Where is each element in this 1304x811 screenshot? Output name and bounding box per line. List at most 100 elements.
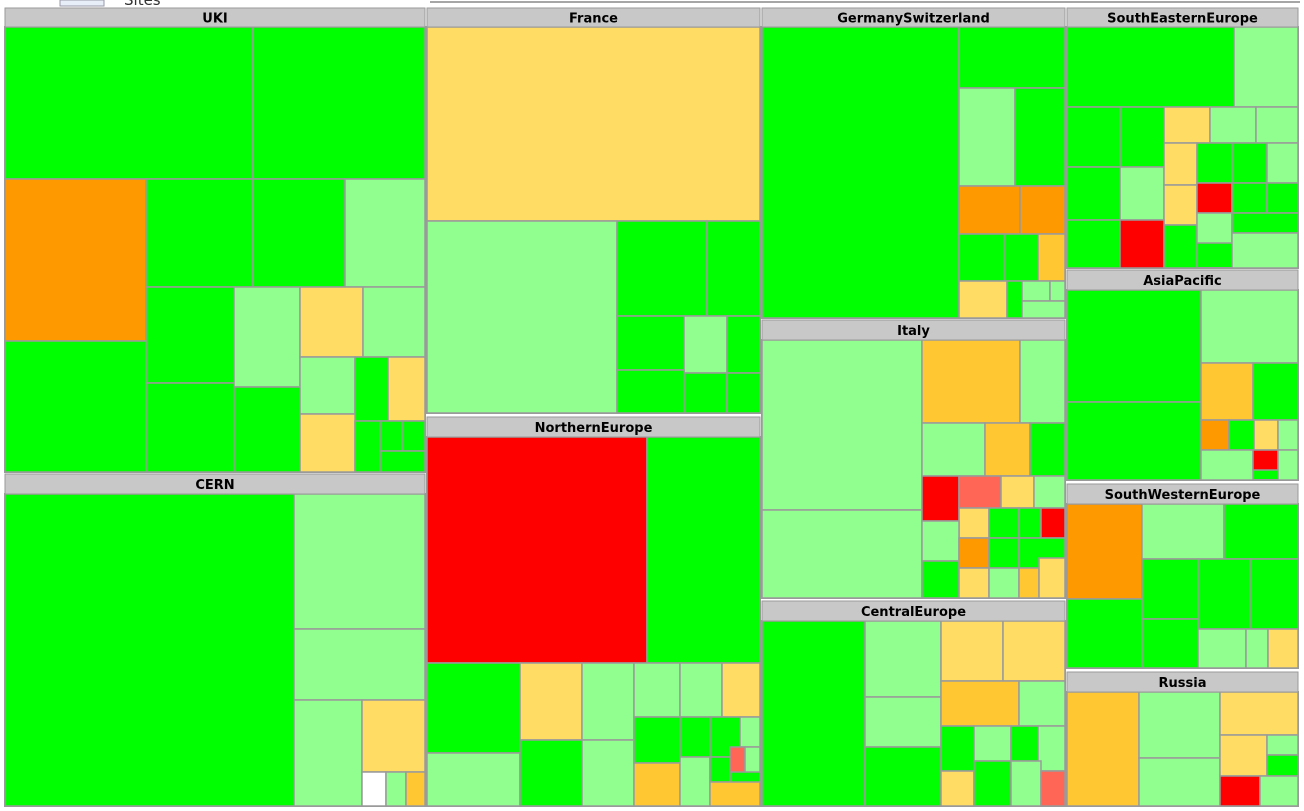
- cell: [739, 716, 761, 748]
- region-header: [4, 7, 426, 28]
- cell: [1253, 419, 1279, 451]
- cell: [683, 372, 728, 414]
- cell: [1002, 620, 1066, 682]
- cell: [1231, 182, 1268, 214]
- region-header: [4, 473, 426, 495]
- cell: [581, 662, 635, 741]
- cell: [958, 233, 1005, 282]
- cell: [361, 699, 426, 773]
- cell: [679, 662, 723, 718]
- region-label: NorthernEurope: [535, 421, 653, 436]
- cell: [958, 185, 1021, 235]
- region-label: CentralEurope: [861, 605, 966, 620]
- cell: [426, 662, 521, 754]
- cell: [761, 620, 866, 807]
- cell: [1040, 770, 1066, 807]
- cell: [1197, 628, 1247, 669]
- cell: [1119, 106, 1165, 168]
- cell: [1255, 106, 1299, 144]
- cell: [958, 280, 1008, 319]
- cell: [1245, 628, 1269, 669]
- region-header: [761, 319, 1066, 341]
- cell: [921, 560, 960, 599]
- cell: [1277, 449, 1299, 481]
- region-label: SouthWesternEurope: [1105, 488, 1261, 503]
- cell: [1141, 618, 1199, 669]
- cell: [252, 26, 426, 180]
- cell: [921, 339, 1021, 424]
- cell: [4, 26, 254, 180]
- cell: [706, 220, 761, 317]
- cell: [581, 739, 635, 807]
- cell: [293, 493, 426, 630]
- cell: [299, 413, 356, 473]
- cell: [1066, 503, 1143, 600]
- cell: [1066, 401, 1202, 481]
- cell: [1018, 567, 1040, 599]
- cell: [1219, 775, 1261, 807]
- cell: [1163, 142, 1198, 186]
- cell: [1209, 106, 1257, 144]
- cell: [1141, 558, 1199, 620]
- cell: [1219, 734, 1268, 777]
- cell: [940, 770, 975, 807]
- cell: [1014, 87, 1066, 187]
- cell: [1231, 212, 1299, 234]
- region-label: SouthEasternEurope: [1107, 12, 1258, 27]
- cell: [633, 716, 681, 764]
- cell: [385, 771, 407, 807]
- cell: [1196, 182, 1233, 214]
- cell: [1163, 106, 1211, 144]
- cell: [721, 662, 761, 718]
- cell: [233, 286, 301, 388]
- cell: [1010, 725, 1039, 762]
- cell: [988, 537, 1020, 569]
- cell: [958, 475, 1002, 509]
- cell: [1228, 419, 1255, 451]
- cell: [1010, 760, 1042, 807]
- cell: [426, 752, 521, 807]
- cell: [616, 315, 685, 371]
- cell: [940, 725, 975, 772]
- cell: [1119, 219, 1165, 269]
- cell: [299, 356, 356, 415]
- cell: [958, 567, 990, 599]
- cell: [958, 87, 1016, 187]
- region-label: AsiaPacific: [1143, 274, 1221, 289]
- cell: [958, 537, 990, 569]
- cell: [1138, 691, 1221, 759]
- cell: [1037, 725, 1066, 772]
- cell: [519, 739, 583, 807]
- cell: [633, 762, 681, 807]
- cell: [293, 699, 363, 807]
- cell: [252, 178, 346, 288]
- cell: [1196, 142, 1233, 184]
- toolbar-label: Sites: [124, 0, 161, 9]
- cell: [1019, 339, 1066, 424]
- cell: [1223, 503, 1299, 560]
- cell: [4, 178, 147, 342]
- cell: [683, 315, 728, 374]
- cell: [679, 756, 711, 807]
- cell: [921, 520, 960, 562]
- region-label: GermanySwitzerland: [837, 12, 990, 27]
- cell: [973, 760, 1012, 807]
- region-label: UKI: [202, 12, 227, 27]
- cell: [1006, 280, 1023, 319]
- cell: [1138, 757, 1221, 807]
- cell: [145, 382, 235, 473]
- cell: [1037, 233, 1066, 282]
- cell: [1066, 691, 1140, 807]
- cell: [761, 26, 960, 319]
- cell: [1233, 26, 1299, 108]
- region-label: CERN: [195, 478, 234, 493]
- cell: [761, 339, 923, 511]
- cell: [354, 420, 381, 473]
- cell: [1033, 475, 1066, 509]
- cell: [1021, 280, 1051, 302]
- cell: [1038, 557, 1066, 599]
- cell: [864, 696, 942, 748]
- cell: [387, 356, 426, 422]
